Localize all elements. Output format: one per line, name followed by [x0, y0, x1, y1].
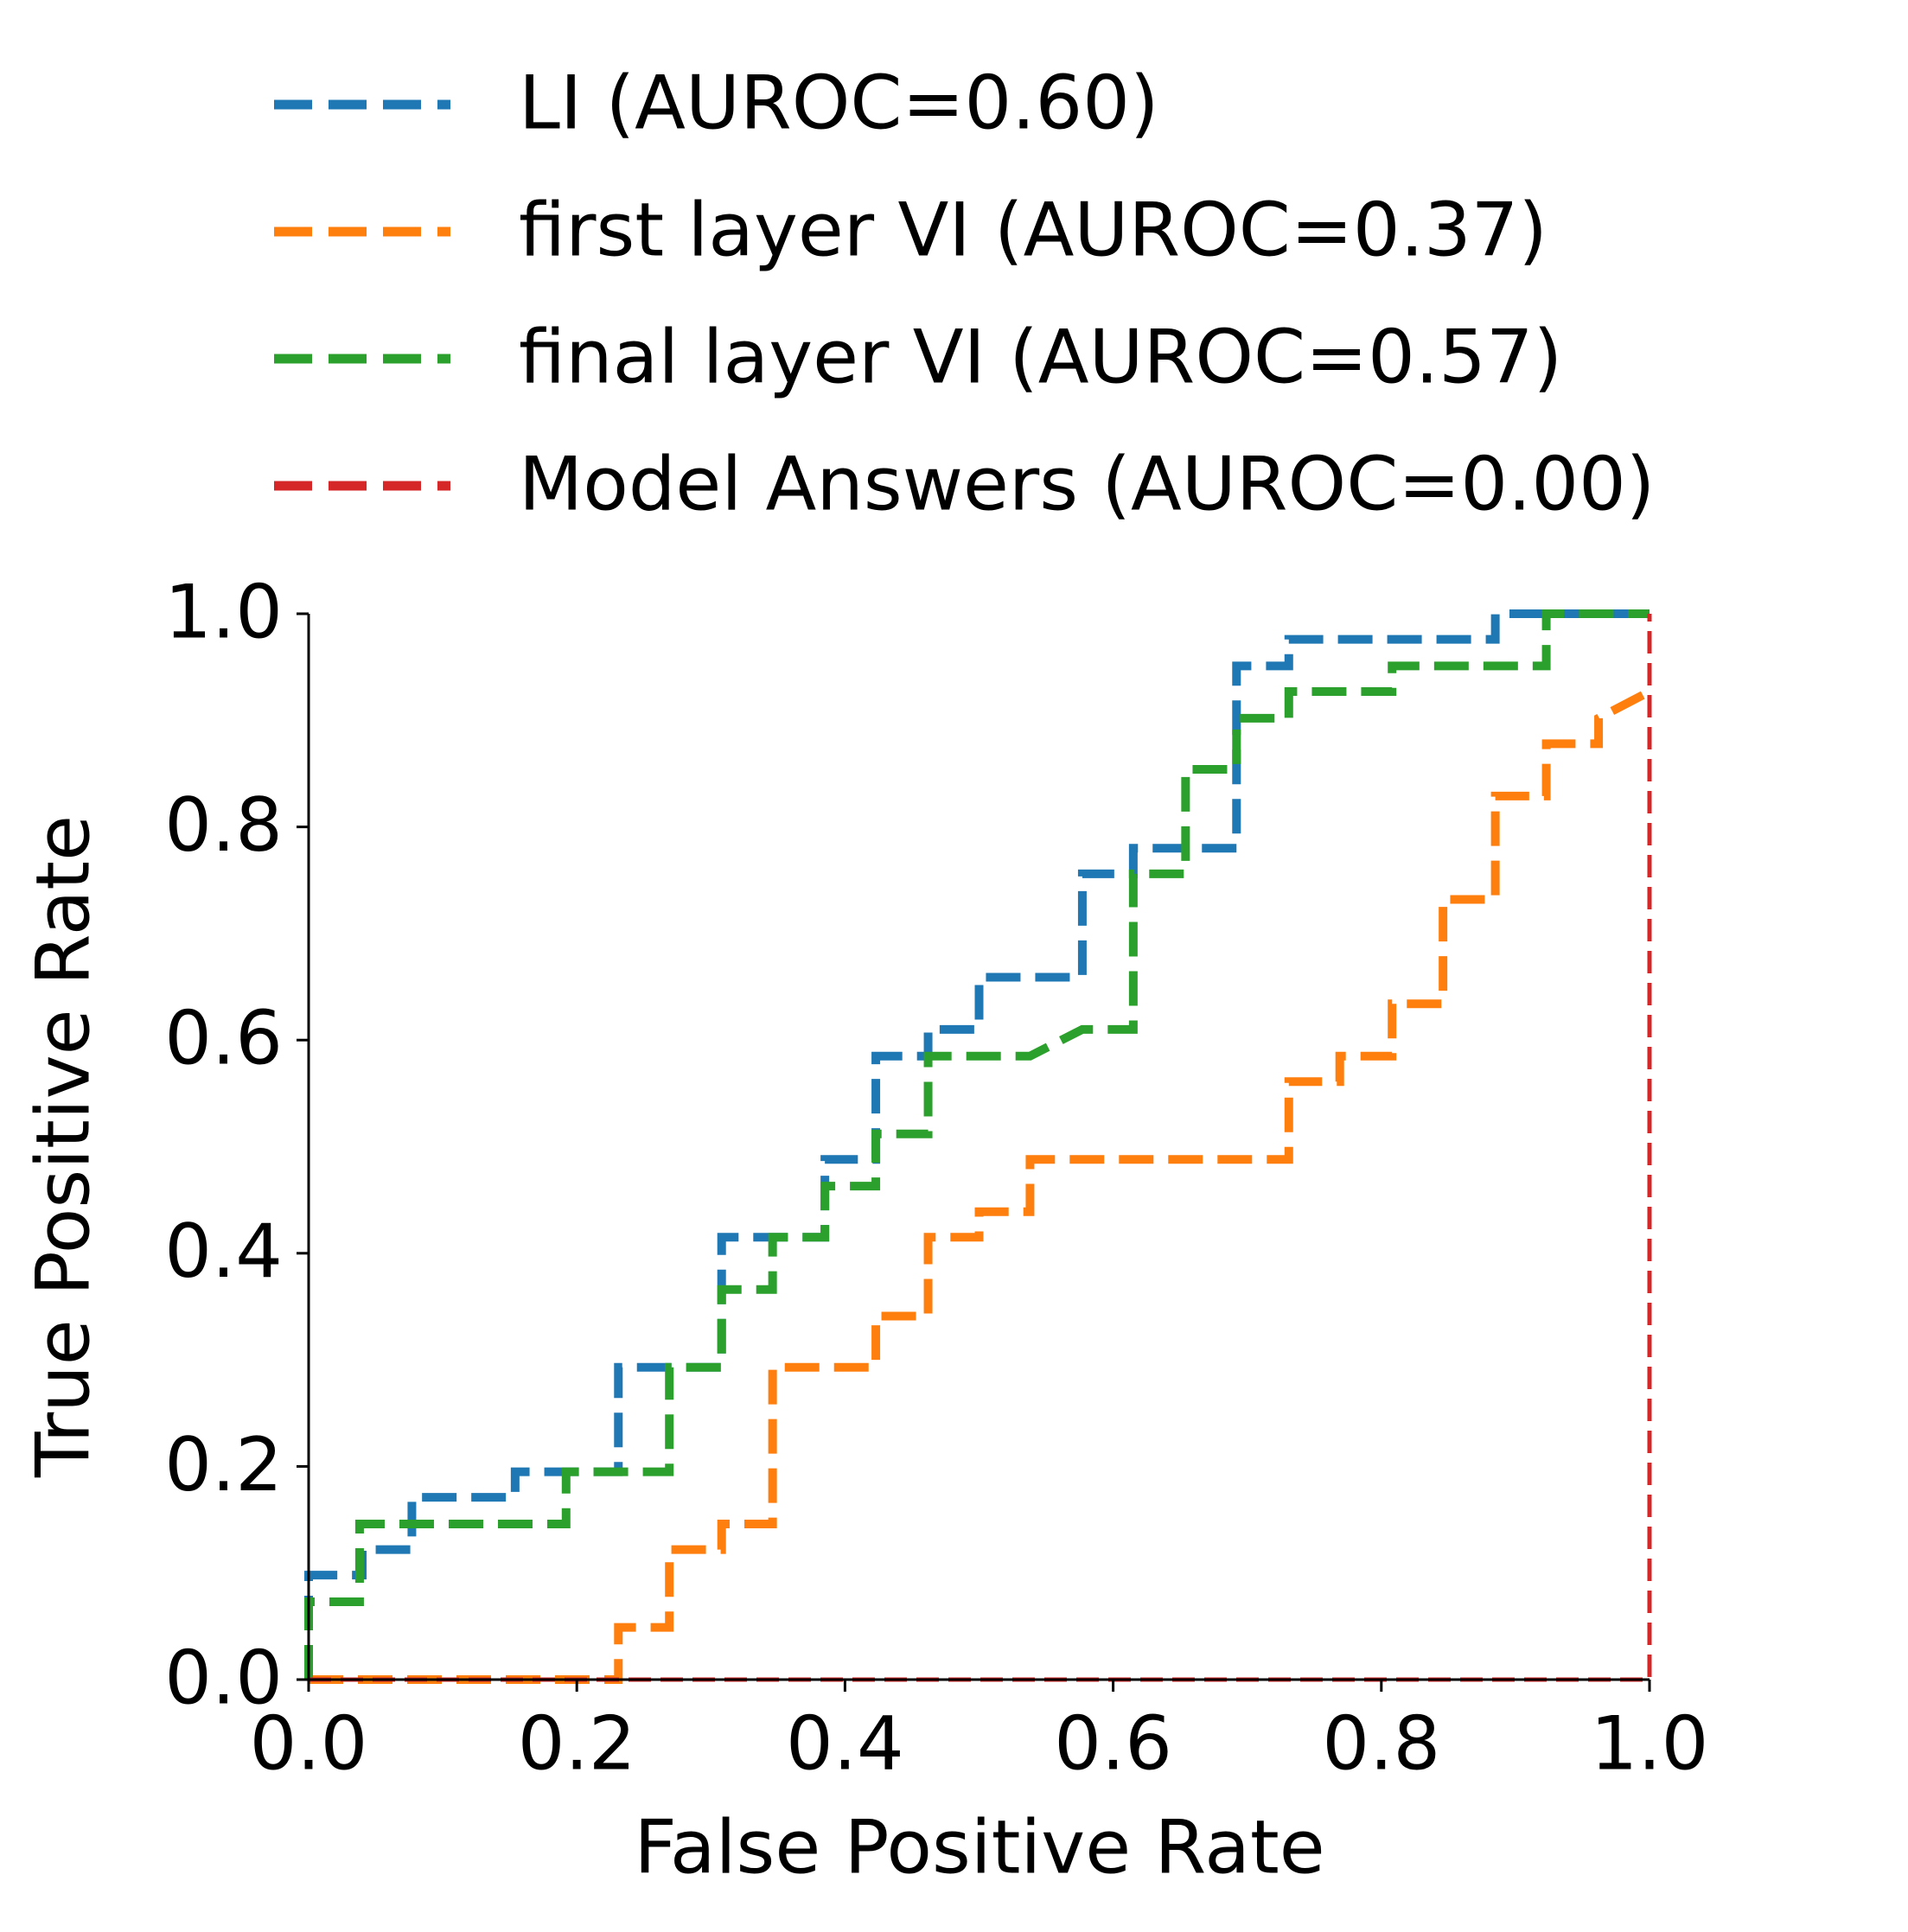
legend-label: final layer VI (AUROC=0.57)	[519, 314, 1562, 400]
x-tick-label: 0.0	[250, 1700, 368, 1787]
legend-label: Model Answers (AUROC=0.00)	[519, 441, 1655, 527]
y-tick-label: 0.2	[164, 1422, 283, 1508]
roc-line	[304, 609, 1650, 1680]
y-axis-label: True Positive Rate	[20, 815, 106, 1478]
y-tick-label: 0.8	[164, 782, 283, 869]
y-tick-label: 0.4	[164, 1208, 283, 1295]
x-axis-label: False Positive Rate	[634, 1804, 1324, 1891]
y-tick-label: 0.6	[164, 996, 283, 1082]
x-tick-label: 1.0	[1591, 1700, 1709, 1787]
x-tick-label: 0.4	[786, 1700, 904, 1787]
y-tick-label: 1.0	[164, 569, 283, 655]
roc-line	[309, 687, 1652, 1684]
roc-line	[304, 609, 1650, 1680]
legend-label: first layer VI (AUROC=0.37)	[519, 187, 1547, 273]
x-tick-label: 0.8	[1322, 1700, 1440, 1787]
x-tick-label: 0.2	[518, 1700, 636, 1787]
roc-line	[309, 614, 1652, 1682]
x-tick-label: 0.6	[1054, 1700, 1172, 1787]
legend-label: LI (AUROC=0.60)	[519, 60, 1159, 146]
y-tick-label: 0.0	[164, 1635, 283, 1721]
